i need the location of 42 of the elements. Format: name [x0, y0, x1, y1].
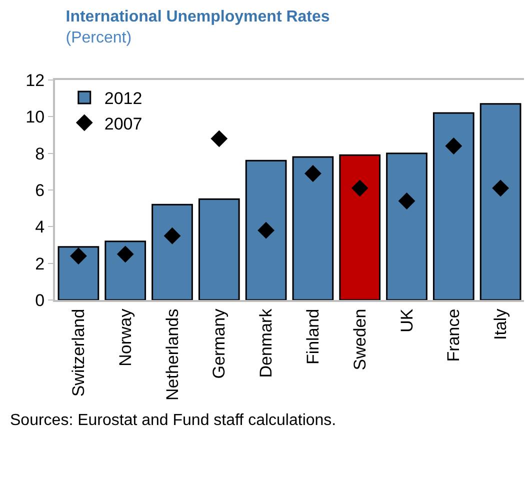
bar: [104, 240, 146, 300]
point: [351, 180, 368, 197]
bar: [432, 112, 474, 300]
y-tick-label: 4: [35, 218, 45, 237]
legend-label: 2007: [104, 114, 142, 134]
bar: [386, 152, 428, 300]
x-tick-label: UK: [397, 308, 416, 332]
x-tick-label: Italy: [491, 308, 510, 340]
legend-label: 2012: [104, 89, 142, 108]
y-tick-label: 2: [35, 254, 45, 274]
x-tick-label: Norway: [116, 308, 135, 366]
point: [116, 246, 134, 263]
point: [70, 248, 87, 264]
y-tick-label: 12: [26, 70, 45, 90]
x-tick-label: Finland: [303, 308, 322, 365]
bar: [152, 204, 193, 300]
bar: [339, 154, 381, 300]
y-tick-label: 10: [26, 108, 45, 127]
point: [398, 192, 416, 210]
y-tick-label: 0: [35, 290, 45, 310]
y-tick-label: 8: [35, 144, 45, 164]
chart-subtitle: (Percent): [66, 29, 132, 46]
point: [164, 227, 181, 244]
point: [304, 165, 322, 182]
bar: [198, 198, 240, 300]
point: [258, 222, 274, 239]
point: [210, 130, 228, 148]
bar: [58, 246, 100, 300]
source-note: Sources: Eurostat and Fund staff calculations.: [10, 412, 336, 429]
point: [492, 180, 509, 197]
x-tick-label: France: [444, 308, 464, 362]
y-tick-label: 6: [35, 180, 45, 200]
chart-title: International Unemployment Rates: [66, 8, 330, 26]
bar: [245, 160, 287, 300]
x-tick-label: Switzerland: [68, 308, 88, 397]
bar: [292, 156, 334, 300]
x-tick-label: Netherlands: [162, 308, 182, 400]
x-tick-label: Sweden: [350, 308, 370, 370]
x-tick-label: Germany: [210, 308, 229, 379]
point: [445, 138, 462, 154]
bar: [480, 103, 522, 300]
x-tick-label: Denmark: [256, 308, 276, 378]
